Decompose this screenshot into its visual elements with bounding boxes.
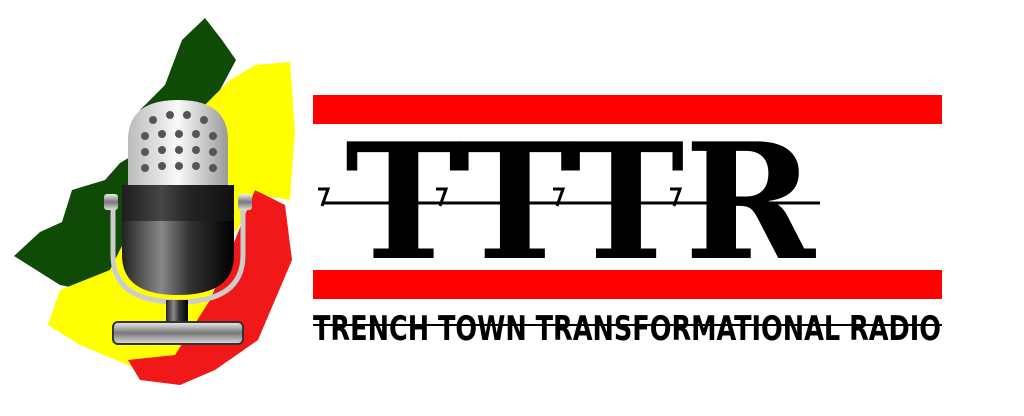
z-marks bbox=[318, 187, 683, 207]
rasta-splash-microphone-icon bbox=[14, 18, 295, 385]
tagline: TRENCH TOWN TRANSFORMATIONAL RADIO bbox=[313, 309, 941, 349]
splash-green bbox=[14, 18, 236, 290]
microphone bbox=[104, 100, 252, 345]
bottom-red-bar bbox=[313, 270, 942, 299]
splash-red bbox=[128, 190, 292, 385]
acronym-text: TTTR bbox=[345, 108, 816, 296]
top-red-bar bbox=[313, 95, 942, 124]
